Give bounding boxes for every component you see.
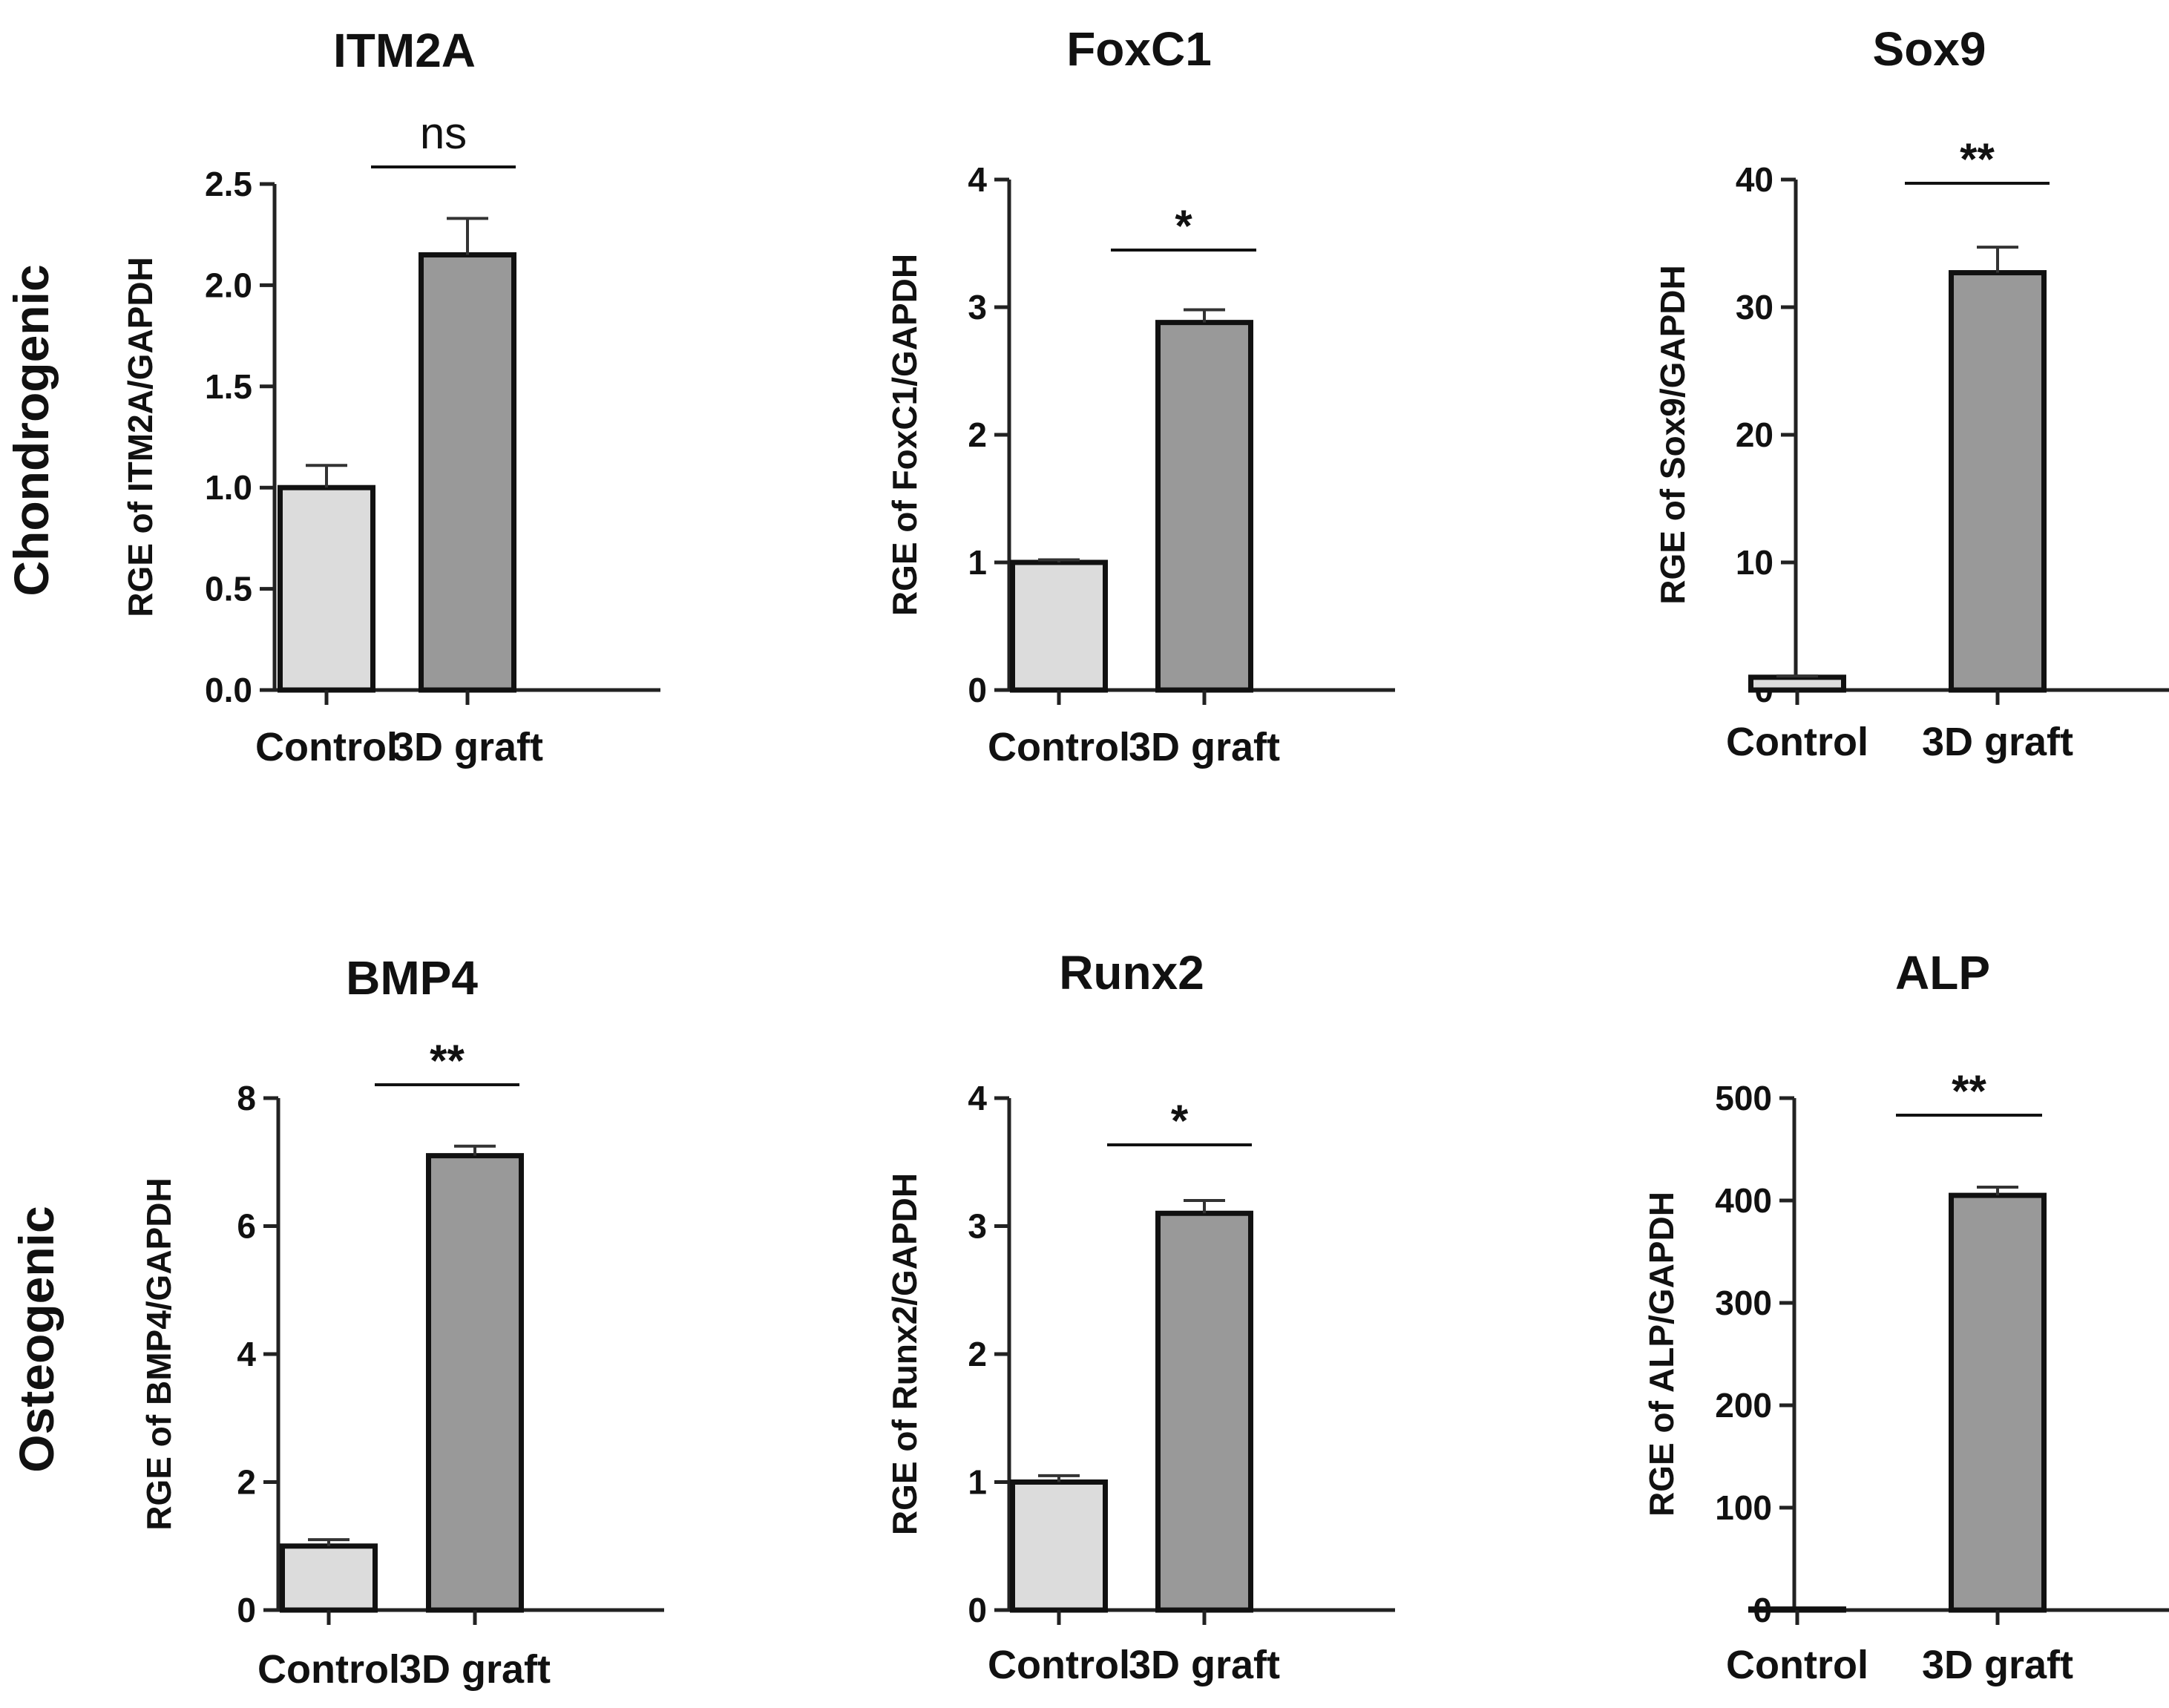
bar-3d-graft	[1949, 1192, 2047, 1613]
y-tick-label: 1	[968, 1463, 987, 1502]
y-tick-label: 0	[968, 1591, 987, 1629]
y-axis-label: RGE of BMP4/GAPDH	[140, 1177, 178, 1530]
y-axis-label: RGE of Runx2/GAPDH	[885, 1173, 924, 1535]
y-axis-label: RGE of ITM2A/GAPDH	[121, 257, 160, 617]
bar-3d-graft	[1155, 320, 1253, 693]
chart-title: FoxC1	[1066, 22, 1212, 76]
significance-label: *	[1175, 201, 1192, 251]
significance-label: ns	[420, 108, 467, 158]
y-tick-label: 4	[237, 1335, 256, 1373]
y-tick-label: 0.5	[205, 570, 252, 608]
category-label: 3D graft	[1129, 1643, 1280, 1687]
y-tick-label: 1.5	[205, 367, 252, 406]
y-tick-label: 10	[1736, 543, 1773, 582]
y-tick-label: 200	[1715, 1386, 1772, 1425]
y-tick-label: 2.0	[205, 266, 252, 304]
bar-3d-graft	[1949, 270, 2047, 693]
chart-title: ITM2A	[333, 24, 476, 77]
y-tick-label: 300	[1715, 1284, 1772, 1322]
y-tick-label: 400	[1715, 1181, 1772, 1220]
category-label: 3D graft	[1129, 725, 1280, 769]
bar-control	[1748, 674, 1846, 693]
bar-control	[280, 1543, 378, 1613]
category-label: Control	[255, 725, 398, 769]
y-tick-label: 100	[1715, 1488, 1772, 1527]
significance-label: **	[1960, 134, 1995, 184]
y-tick-label: 2.5	[205, 165, 252, 203]
y-tick-label: 40	[1736, 160, 1773, 199]
category-label: 3D graft	[399, 1647, 551, 1692]
chart-title: ALP	[1895, 946, 1990, 999]
category-label: Control	[1726, 720, 1868, 764]
category-label: Control	[988, 725, 1130, 769]
significance-label: **	[1952, 1066, 1986, 1116]
y-tick-label: 3	[968, 1207, 987, 1246]
y-tick-label: 30	[1736, 288, 1773, 326]
y-tick-label: 0	[237, 1591, 256, 1629]
y-tick-label: 6	[237, 1207, 256, 1246]
y-tick-label: 4	[968, 160, 987, 199]
category-label: 3D graft	[1922, 1643, 2073, 1687]
significance-label: *	[1171, 1096, 1189, 1146]
y-tick-label: 20	[1736, 415, 1773, 454]
y-axis-label: RGE of FoxC1/GAPDH	[885, 254, 924, 616]
chart-title: BMP4	[346, 951, 478, 1005]
y-tick-label: 1	[968, 543, 987, 582]
category-label: Control	[1726, 1643, 1868, 1687]
y-axis-label: RGE of Sox9/GAPDH	[1653, 265, 1692, 605]
category-label: 3D graft	[1922, 720, 2073, 764]
y-tick-label: 8	[237, 1079, 256, 1117]
bar-3d-graft	[426, 1153, 524, 1613]
chart-title: Sox9	[1873, 22, 1986, 76]
panel-bmp4: BMP4 RGE of BMP4/GAPDH 0 2 4 6 8 Control 3D graf…	[140, 951, 664, 1692]
bar-control	[1748, 1606, 1846, 1613]
bar-control	[278, 485, 375, 693]
bar-3d-graft	[1155, 1210, 1253, 1613]
bar-control	[1010, 559, 1108, 693]
row-label-osteogenic: Osteogenic	[9, 1206, 64, 1472]
significance-label: **	[430, 1036, 465, 1085]
y-tick-label: 1.0	[205, 468, 252, 507]
bar-control	[1010, 1479, 1108, 1613]
row-label-chondrogenic: Chondrogenic	[4, 264, 59, 596]
y-tick-label: 2	[968, 415, 987, 454]
chart-title: Runx2	[1059, 946, 1204, 999]
y-tick-label: 3	[968, 288, 987, 326]
y-axis-label: RGE of ALP/GAPDH	[1642, 1192, 1681, 1517]
category-label: Control	[988, 1643, 1130, 1687]
y-tick-label: 2	[237, 1463, 256, 1502]
category-label: Control	[257, 1647, 400, 1692]
y-tick-label: 0	[968, 671, 987, 709]
panel-itm2a: ITM2A RGE of ITM2A/GAPDH 0.0 0.5 1.0 1.5 2.0 2.…	[121, 24, 660, 769]
category-label: 3D graft	[392, 725, 543, 769]
y-tick-label: 0.0	[205, 671, 252, 709]
y-tick-label: 500	[1715, 1079, 1772, 1117]
bar-3d-graft	[419, 252, 516, 693]
y-tick-label: 2	[968, 1335, 987, 1373]
y-tick-label: 4	[968, 1079, 987, 1117]
